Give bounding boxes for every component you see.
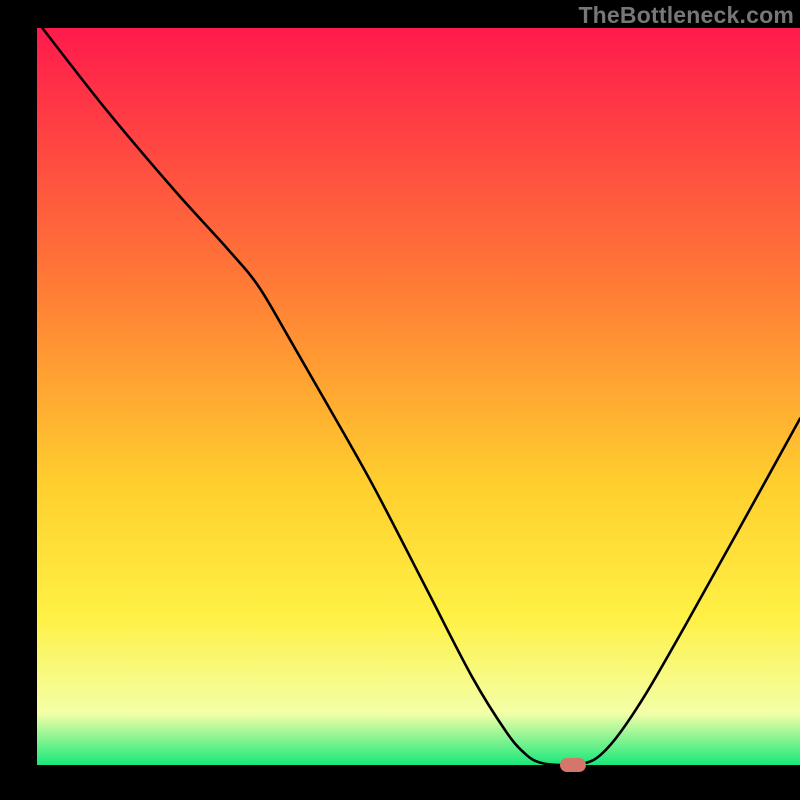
- watermark-label: TheBottleneck.com: [578, 2, 794, 29]
- optimum-marker: [560, 758, 586, 772]
- curve-svg: [37, 28, 800, 765]
- chart-stage: TheBottleneck.com: [0, 0, 800, 800]
- plot-area: [37, 28, 800, 765]
- bottleneck-curve: [42, 28, 800, 765]
